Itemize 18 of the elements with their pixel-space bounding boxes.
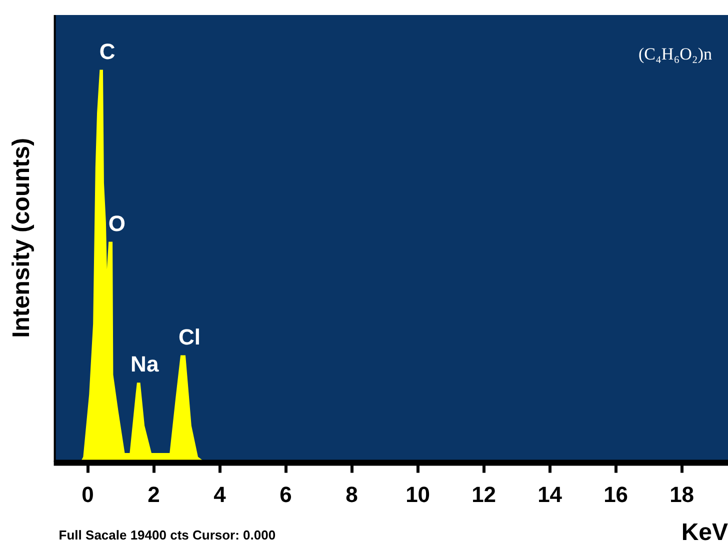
x-tick-label: 18 — [670, 482, 694, 508]
x-tick-label: 4 — [214, 482, 227, 508]
annotation: C — [99, 38, 116, 64]
text: (C₄H₆O₂)n — [638, 44, 712, 64]
x-tick-label: 10 — [406, 482, 430, 508]
x-tick-label: 0 — [82, 482, 94, 508]
x-tick-label: 8 — [346, 482, 358, 508]
annotation: Na — [130, 352, 160, 377]
annotation: O — [108, 210, 126, 236]
x-tick-label: 6 — [280, 482, 292, 508]
x-axis-title: KeV — [681, 519, 728, 546]
text: Full Sacale 19400 cts Cursor: 0.000 — [58, 528, 276, 543]
x-tick-label: 12 — [472, 482, 496, 508]
x-tick-label: 2 — [148, 482, 160, 508]
y-axis-title: Intensity (counts) — [8, 138, 36, 338]
x-tick-label: 16 — [604, 482, 628, 508]
x-tick-label: 14 — [538, 482, 563, 508]
annotation: Cl — [178, 324, 200, 350]
